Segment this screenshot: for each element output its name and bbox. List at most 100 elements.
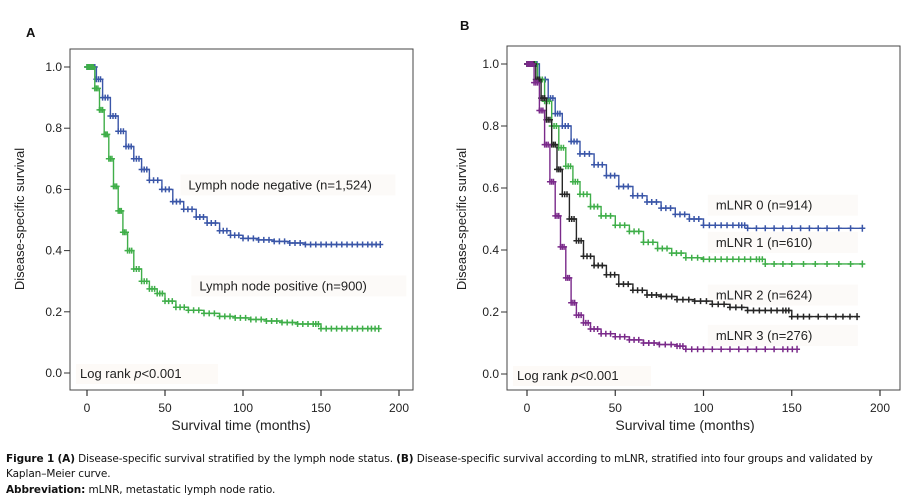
panel-b-censor-mark <box>847 260 854 267</box>
panel-a-censor-mark <box>297 239 304 246</box>
panel-a-censor-mark <box>136 155 142 162</box>
caption-part-b-text: Disease-specific survival according to m… <box>6 453 873 480</box>
panel-b-censor-mark <box>611 271 618 278</box>
panel-a-censor-mark <box>328 241 335 248</box>
panel-b-logrank-annotation: Log rank p<0.001 <box>513 366 651 386</box>
panel-b-censor-mark <box>555 212 562 219</box>
panel-b-censor-mark <box>578 312 585 319</box>
panel-b-censor-mark <box>724 222 731 229</box>
panel-b-censor-mark <box>738 304 745 311</box>
panel-b-censor-mark <box>534 79 541 86</box>
panel-b-censor-mark <box>546 98 553 105</box>
panel-b-x-tick-label: 100 <box>693 401 713 415</box>
panel-a-censor-mark <box>118 207 125 214</box>
panel-b-y-tick-label: 0.2 <box>482 305 499 319</box>
panel-b-x-tick-label: 0 <box>524 401 531 415</box>
panel-a-censor-mark <box>189 206 196 213</box>
panel-b-censor-mark <box>561 243 568 250</box>
panel-b-censor-mark <box>639 287 646 294</box>
panel-a-censor-mark <box>128 247 135 254</box>
panel-b-censor-mark <box>815 313 822 320</box>
panel-b-censor-mark <box>824 225 831 232</box>
panel-b-censor-mark <box>794 345 801 353</box>
panel-b-censor-mark <box>797 225 804 232</box>
panel-a-censor-mark <box>253 316 259 323</box>
panel-b-censor-mark <box>815 225 822 232</box>
panel-a-censor-mark <box>250 235 257 242</box>
panel-b-censor-mark <box>664 245 671 252</box>
panel-a-censor-mark <box>108 155 115 162</box>
panel-b-censor-mark <box>674 296 681 303</box>
panel-b-censor-mark <box>574 178 581 185</box>
panel-b-censor-mark <box>726 346 733 353</box>
panel-a-censor-mark <box>266 236 272 243</box>
panel-a-censor-mark <box>223 227 230 234</box>
panel-b-censor-mark <box>771 346 778 353</box>
panel-a-censor-mark <box>258 316 265 323</box>
panel-b-y-axis-title: Disease-specific survival <box>454 148 469 290</box>
panel-b-y-tick-label: 0.6 <box>482 181 499 195</box>
panel-b-censor-mark <box>688 254 695 261</box>
panel-b-censor-mark <box>621 222 628 229</box>
panel-a-censor-mark <box>206 310 213 317</box>
panel-a-censor-mark <box>328 325 335 332</box>
panel-a-censor-mark <box>289 319 296 326</box>
panel-a-censor-mark <box>349 325 356 332</box>
panel-b-censor-mark <box>621 333 628 340</box>
panel-a-censor-mark <box>177 198 184 205</box>
panel-a-censor-mark <box>268 317 275 324</box>
panel-a-y-axis: 0.0 0.2 0.4 0.6 0.8 1.0 <box>45 60 70 380</box>
panel-b-censor-mark <box>550 178 557 185</box>
panel-a-series-labels: Lymph node negative (n=1,524) Lymph node … <box>180 174 407 297</box>
panel-b-censor-mark <box>718 256 725 263</box>
panel-b-x-tick-label: 50 <box>609 401 623 415</box>
panel-b-censor-mark <box>835 225 842 232</box>
panel-a-series-label-bg <box>180 174 396 196</box>
panel-a-y-tick-label: 0.2 <box>45 305 62 319</box>
panel-a-censor-mark <box>235 232 242 239</box>
panel-b-censor-mark <box>682 346 689 353</box>
panel-b-series-label: mLNR 1 (n=610) <box>716 235 812 250</box>
panel-b-censor-mark <box>611 172 618 179</box>
panel-a-censor-mark <box>354 325 361 332</box>
panel-a-censor-mark <box>247 316 254 323</box>
caption-abbreviation-label: Abbreviation: <box>6 484 86 496</box>
panel-a-censor-mark <box>375 325 382 333</box>
panel-b-censor-mark <box>599 161 606 168</box>
panel-b-censor-mark <box>678 250 685 257</box>
panel-a-y-tick-label: 0.8 <box>45 121 62 135</box>
panel-a-censor-mark <box>169 298 176 305</box>
panel-b-censor-mark <box>688 346 695 353</box>
panel-a-censor-mark <box>299 321 306 328</box>
panel-b-censor-mark <box>645 340 652 346</box>
caption-abbreviation-text: mLNR, metastatic lymph node ratio. <box>85 484 276 496</box>
panel-a-censor-mark <box>143 166 150 173</box>
panel-b-censor-mark <box>750 307 757 314</box>
panel-a-censor-mark <box>90 64 97 70</box>
panel-b-censor-mark <box>653 198 660 205</box>
panel-a-censor-mark <box>312 241 319 248</box>
panel-b-censor-mark <box>712 222 719 229</box>
panel-b-censor-mark <box>729 256 736 263</box>
panel-b-censor-mark <box>824 260 831 267</box>
panel-b-censor-mark <box>788 260 795 267</box>
panel-a-censor-mark <box>279 319 285 326</box>
panel-b-censor-mark <box>835 260 842 267</box>
panel-b-censor-mark <box>785 307 792 314</box>
panel-b-censor-mark <box>668 341 675 348</box>
panel-b-censor-mark <box>594 203 601 210</box>
panel-b-censor-mark <box>640 340 647 346</box>
panel-a-y-tick-label: 0.4 <box>45 244 62 258</box>
panel-b-series-label: mLNR 2 (n=624) <box>716 288 812 303</box>
panel-b-censor-mark <box>768 307 775 314</box>
panel-a-censor-mark <box>237 314 244 321</box>
panel-b-censor-mark <box>682 254 689 261</box>
panel-a-censor-mark <box>201 310 207 317</box>
panel-a-censor-marks <box>84 64 382 333</box>
panel-b-censor-mark <box>536 76 543 83</box>
panel-a-censor-mark <box>195 307 202 314</box>
panel-a-censor-mark <box>377 240 384 248</box>
panel-b-logrank-text: Log rank p<0.001 <box>517 368 619 383</box>
panel-a-censor-mark <box>260 236 267 243</box>
panel-b-censor-mark <box>756 307 763 314</box>
